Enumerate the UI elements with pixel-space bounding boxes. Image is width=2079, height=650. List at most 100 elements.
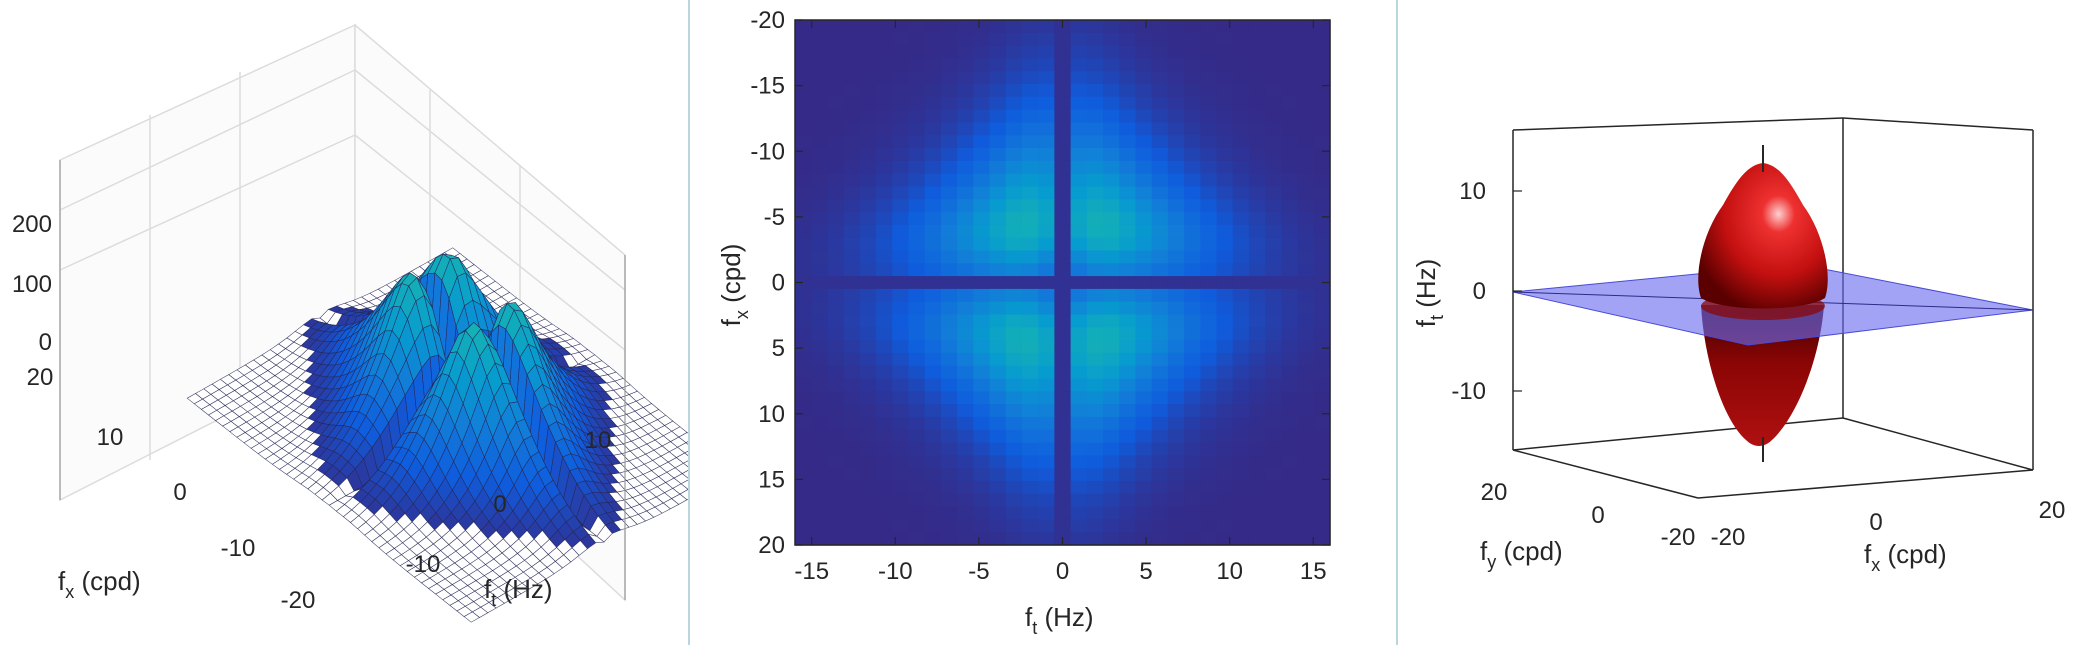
heatmap-cell xyxy=(1281,109,1299,124)
heatmap-cell xyxy=(1297,442,1315,456)
heatmap-cell xyxy=(1297,455,1315,469)
heatmap-cell xyxy=(876,263,893,277)
heatmap-cell xyxy=(924,71,942,85)
heatmap-cell xyxy=(957,96,974,111)
heatmap-cell xyxy=(1005,365,1023,380)
heatmap-cell xyxy=(1313,173,1331,188)
heatmap-cell xyxy=(1216,122,1234,136)
heatmap-cell xyxy=(1054,58,1072,72)
heatmap-cell xyxy=(1216,135,1234,149)
heatmap-cell xyxy=(908,506,926,520)
heatmap-cell xyxy=(908,468,926,482)
heatmap-cell xyxy=(1054,122,1072,136)
y-tick-label: -20 xyxy=(750,7,785,34)
x-tick-0: 0 xyxy=(173,479,186,506)
heatmap-cell xyxy=(1297,365,1315,380)
heatmap-cell xyxy=(957,20,974,34)
heatmap-cell xyxy=(1119,263,1137,277)
heatmap-cell xyxy=(989,391,1007,405)
heatmap-cell xyxy=(843,429,861,444)
heatmap-cell xyxy=(1200,237,1218,252)
heatmap-cell xyxy=(973,186,991,200)
heatmap-cell xyxy=(989,71,1007,85)
heatmap-cell xyxy=(811,32,829,47)
heatmap-cell xyxy=(1216,224,1234,239)
heatmap-cell xyxy=(1070,20,1088,34)
heatmap-cell xyxy=(1151,148,1169,162)
heatmap-cell xyxy=(1070,480,1088,495)
heatmap-cell xyxy=(1151,416,1169,431)
heatmap-cell xyxy=(940,301,958,316)
heatmap-cell xyxy=(1151,480,1169,495)
heatmap-cell xyxy=(859,340,877,354)
heatmap-cell xyxy=(1151,186,1169,200)
heatmap-cell xyxy=(892,45,910,60)
heatmap-cell xyxy=(1200,519,1218,533)
heatmap-cell xyxy=(876,84,893,98)
heatmap-cell xyxy=(1265,263,1282,277)
heatmap-cell xyxy=(940,109,958,124)
heatmap-cell xyxy=(1248,250,1266,264)
heatmap-cell xyxy=(1281,96,1299,111)
heatmap-cell xyxy=(876,96,893,111)
heatmap-cell xyxy=(908,442,926,456)
heatmap-cell xyxy=(892,58,910,72)
heatmap-cell xyxy=(1248,301,1266,316)
heatmap-cell xyxy=(1103,352,1120,367)
heatmap-cell xyxy=(957,404,974,418)
heatmap-cell xyxy=(1167,468,1185,482)
heatmap-cell xyxy=(1200,212,1218,226)
heatmap-cell xyxy=(1265,32,1282,47)
heatmap-cell xyxy=(957,45,974,60)
heatmap-cell xyxy=(1119,327,1137,341)
heatmap-cell xyxy=(859,480,877,495)
heatmap-cell xyxy=(908,237,926,252)
heatmap-cell xyxy=(876,365,893,380)
heatmap-cell xyxy=(1135,173,1153,188)
heatmap-cell xyxy=(1054,429,1072,444)
heatmap-cell xyxy=(1248,455,1266,469)
heatmap-cell xyxy=(1248,224,1266,239)
heatmap-cell xyxy=(924,365,942,380)
y-tick-20: 20 xyxy=(1481,479,1508,506)
heatmap-cell xyxy=(1184,71,1201,85)
heatmap-cell xyxy=(1021,250,1039,264)
heatmap-cell xyxy=(924,404,942,418)
heatmap-cell xyxy=(973,314,991,328)
heatmap-cell xyxy=(1232,148,1250,162)
heatmap-cell xyxy=(1086,493,1104,508)
heatmap-cell xyxy=(924,352,942,367)
heatmap-cell xyxy=(1248,378,1266,392)
heatmap-cell xyxy=(1200,340,1218,354)
heatmap-cell xyxy=(1184,391,1201,405)
heatmap-cell xyxy=(1119,378,1137,392)
z-tick-m10: -10 xyxy=(1451,378,1486,405)
heatmap-cell xyxy=(827,250,845,264)
heatmap-cell xyxy=(1086,84,1104,98)
heatmap-cell xyxy=(1135,442,1153,456)
heatmap-cell xyxy=(1103,224,1120,239)
heatmap-cell xyxy=(1313,391,1331,405)
heatmap-cell xyxy=(1054,212,1072,226)
heatmap-cell xyxy=(1232,532,1250,546)
heatmap-cell xyxy=(973,71,991,85)
heatmap-cell xyxy=(1005,160,1023,175)
heatmap-cell xyxy=(1070,199,1088,213)
heatmap-cell xyxy=(1281,480,1299,495)
heatmap-cell xyxy=(1135,519,1153,533)
heatmap-cell xyxy=(1086,288,1104,303)
heatmap-cell xyxy=(1248,506,1266,520)
heatmap-cell xyxy=(1216,442,1234,456)
heatmap-cell xyxy=(811,493,829,508)
heatmap-cell xyxy=(1200,532,1218,546)
heatmap-cell xyxy=(924,288,942,303)
heatmap-cell xyxy=(1167,378,1185,392)
heatmap-cell xyxy=(924,148,942,162)
heatmap-cell xyxy=(1248,429,1266,444)
heatmap-cell xyxy=(1313,96,1331,111)
heatmap-cell xyxy=(908,96,926,111)
heatmap-cell xyxy=(908,276,926,290)
heatmap-cell xyxy=(989,340,1007,354)
y-tick-label: -5 xyxy=(764,204,785,231)
heatmap-cell xyxy=(892,250,910,264)
